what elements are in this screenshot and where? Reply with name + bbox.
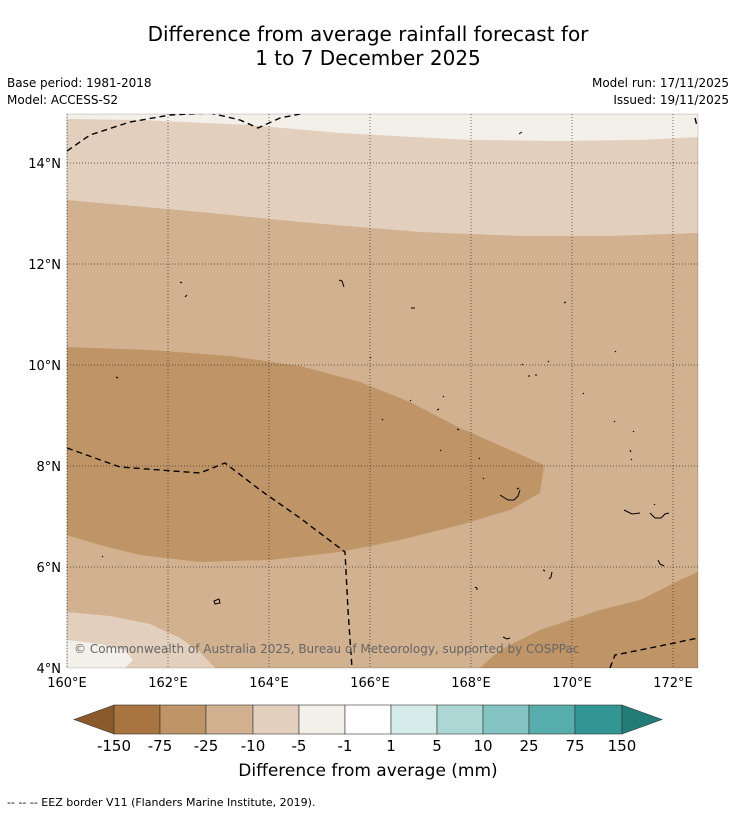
cbar-tick: -5	[292, 737, 307, 755]
colorbar-seg-m150-m75	[113, 704, 161, 735]
title-line-2: 1 to 7 December 2025	[255, 46, 481, 70]
island	[518, 131, 523, 135]
lon-label-162: 162°E	[148, 676, 188, 691]
fill-m75-m25-center	[67, 347, 544, 562]
island	[563, 301, 567, 304]
island	[653, 503, 665, 567]
axis-labels: 14°N 12°N 10°N 8°N 6°N 4°N 160°E 162°E 1…	[28, 157, 693, 691]
island	[623, 509, 670, 519]
meta-right: Model run: 17/11/2025 Issued: 19/11/2025	[592, 75, 729, 109]
cbar-tick: 75	[565, 737, 584, 755]
lon-label-160: 160°E	[47, 676, 87, 691]
colorbar-seg-m25-m10	[205, 704, 254, 735]
lon-label-166: 166°E	[350, 676, 390, 691]
chart-title: Difference from average rainfall forecas…	[0, 22, 736, 70]
colorbar-seg-p1-p5	[390, 704, 438, 735]
eez-border-northeast	[694, 117, 698, 127]
cbar-tick: -25	[194, 737, 219, 755]
fill-m5-m1-southwest	[67, 640, 133, 668]
island	[213, 598, 221, 605]
title-line-1: Difference from average rainfall forecas…	[147, 22, 589, 46]
model-run: Model run: 17/11/2025	[591, 76, 729, 90]
lat-label-8: 8°N	[37, 460, 62, 475]
copyright-text: © Commonwealth of Australia 2025, Bureau…	[74, 642, 579, 656]
fill-m5-m1-north	[67, 114, 698, 141]
colorbar-seg-p75-p150	[574, 704, 623, 735]
rainfall-anomaly-fills	[67, 114, 698, 668]
colorbar-seg-p25-p75	[528, 704, 576, 735]
lon-label-168: 168°E	[451, 676, 491, 691]
cbar-tick: 1	[386, 737, 396, 755]
island	[101, 555, 104, 558]
colorbar-seg-m5-m1	[298, 704, 346, 735]
island	[338, 279, 345, 288]
island	[542, 569, 553, 580]
fill-m75-m25-southeast	[480, 572, 698, 668]
cbar-tick: -150	[97, 737, 131, 755]
eez-border-north	[67, 114, 304, 152]
gridlines	[66, 114, 698, 668]
cbar-tick: -1	[338, 737, 353, 755]
colorbar-extend-low	[73, 704, 115, 735]
colorbar-seg-p10-p25	[482, 704, 530, 735]
colorbar-seg-m10-m5	[252, 704, 300, 735]
map-frame	[66, 113, 699, 669]
eez-borders	[67, 114, 698, 668]
eez-legend-note: -- -- -- EEZ border V11 (Flanders Marine…	[7, 796, 316, 809]
base-period: Base period: 1981-2018	[7, 76, 152, 90]
model-name: Model: ACCESS-S2	[7, 93, 119, 107]
lon-label-164: 164°E	[249, 676, 289, 691]
island	[499, 487, 521, 501]
colorbar	[73, 704, 663, 735]
island	[478, 457, 485, 480]
eez-border-west	[67, 447, 353, 668]
issued-date: Issued: 19/11/2025	[613, 93, 729, 107]
lon-label-172: 172°E	[653, 676, 693, 691]
cbar-tick: -75	[148, 737, 173, 755]
island	[179, 281, 188, 298]
cbar-tick: 25	[519, 737, 538, 755]
island	[381, 395, 635, 433]
colorbar-seg-m1-p1	[344, 704, 392, 735]
lat-label-14: 14°N	[28, 157, 61, 172]
lat-label-12: 12°N	[28, 258, 61, 273]
islands	[101, 131, 670, 640]
lat-label-10: 10°N	[28, 359, 61, 374]
colorbar-seg-m75-m25	[159, 704, 207, 735]
island	[115, 376, 119, 379]
island	[439, 428, 633, 461]
colorbar-label: Difference from average (mm)	[238, 761, 498, 781]
island	[502, 636, 511, 640]
cbar-tick: -10	[241, 737, 266, 755]
cbar-tick: 5	[432, 737, 442, 755]
lat-label-4: 4°N	[37, 662, 62, 677]
lat-label-6: 6°N	[37, 561, 62, 576]
cbar-tick: 150	[608, 737, 637, 755]
colorbar-ticks: -150 -75 -25 -10 -5 -1 1 5 10 25 75 150	[97, 737, 636, 755]
cbar-tick: 10	[473, 737, 492, 755]
meta-left: Base period: 1981-2018 Model: ACCESS-S2	[7, 75, 152, 109]
lon-label-170: 170°E	[552, 676, 592, 691]
island	[369, 350, 617, 366]
colorbar-seg-p5-p10	[436, 704, 484, 735]
island	[528, 374, 585, 395]
fill-m10-m5-north	[67, 114, 698, 236]
colorbar-extend-high	[621, 704, 663, 735]
island	[474, 586, 478, 590]
